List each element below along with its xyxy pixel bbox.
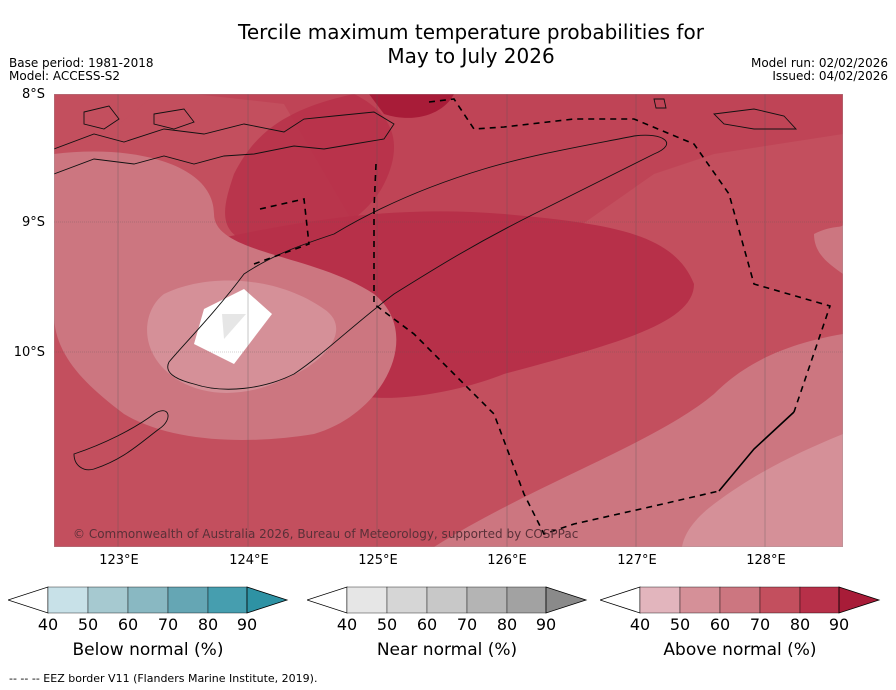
- colorbar-above-normal: [600, 586, 881, 614]
- lon-label-128e: 128°E: [746, 553, 786, 568]
- colorbar-swatch: [426, 586, 468, 614]
- colorbar-swatch: [87, 586, 129, 614]
- eez-legend-footer: -- -- -- EEZ border V11 (Flanders Marine…: [9, 672, 318, 685]
- tick-label: 60: [416, 615, 438, 634]
- model-run-text: Model run: 02/02/2026: [750, 56, 888, 70]
- lon-label-127e: 127°E: [617, 553, 657, 568]
- colorbar-below-max-arrow: [246, 586, 289, 614]
- contour-east-edge: [814, 224, 843, 274]
- colorbar-above-min-arrow: [600, 586, 641, 614]
- colorbar-swatch: [127, 586, 169, 614]
- contour-80-north: [225, 94, 394, 246]
- colorbar-near-normal: [307, 586, 588, 614]
- lon-label-124e: 124°E: [229, 553, 269, 568]
- tick-label: 60: [117, 615, 139, 634]
- eez-north-east: [428, 98, 832, 413]
- tick-label: 90: [828, 615, 850, 634]
- contour-90-north: [369, 94, 454, 118]
- colorbar-swatch: [47, 586, 89, 614]
- colorbar-swatch: [386, 586, 428, 614]
- tick-label: 40: [37, 615, 59, 634]
- colorbar-swatch: [466, 586, 508, 614]
- colorbar-swatch: [639, 586, 681, 614]
- tick-label: 60: [709, 615, 731, 634]
- colorbar-near-swatches: [346, 586, 547, 614]
- colorbar-swatch: [167, 586, 209, 614]
- colorbar-swatch: [799, 586, 840, 614]
- island-outline-2: [153, 108, 195, 130]
- contour-50-southeast: [682, 434, 843, 547]
- issued-text: Issued: 04/02/2026: [772, 69, 888, 83]
- colorbar-above-max-arrow: [838, 586, 881, 614]
- colorbar-swatch: [679, 586, 721, 614]
- graticule: [54, 94, 843, 547]
- tick-label: 80: [496, 615, 518, 634]
- tick-label: 50: [376, 615, 398, 634]
- babar-islands-coast: [713, 108, 798, 130]
- colorbar-swatch: [207, 586, 248, 614]
- flores-alor-coast: [54, 111, 395, 175]
- tick-label: 70: [157, 615, 179, 634]
- lat-label-8s: 8°S: [21, 87, 45, 102]
- tick-label: 40: [629, 615, 651, 634]
- contour-northwest: [54, 94, 154, 144]
- tick-label: 80: [789, 615, 811, 634]
- map-title: Tercile maximum temperature probabilitie…: [0, 20, 896, 68]
- lon-label-125e: 125°E: [358, 553, 398, 568]
- lat-label-9s: 9°S: [21, 215, 45, 230]
- lon-label-126e: 126°E: [487, 553, 527, 568]
- lat-label-10s: 10°S: [13, 345, 45, 360]
- colorbar-swatch: [346, 586, 388, 614]
- colorbar-near-min-arrow: [307, 586, 348, 614]
- island-outline-3: [653, 98, 667, 109]
- tick-label: 70: [749, 615, 771, 634]
- model-text: Model: ACCESS-S2: [9, 69, 121, 83]
- meta-right: Model run: 02/02/2026 Issued: 04/02/2026: [751, 57, 888, 83]
- title-line-1: Tercile maximum temperature probabilitie…: [238, 20, 704, 44]
- above-normal-label: Above normal (%): [663, 640, 817, 660]
- colorbar-near-max-arrow: [545, 586, 588, 614]
- coastlines: [54, 98, 798, 471]
- colorbar-swatch: [506, 586, 547, 614]
- tick-label: 90: [236, 615, 258, 634]
- probability-map[interactable]: [54, 94, 843, 547]
- colorbar-swatch: [759, 586, 801, 614]
- near-normal-label: Near normal (%): [376, 640, 518, 660]
- eez-oecusse: [253, 198, 310, 265]
- lon-label-123e: 123°E: [99, 553, 139, 568]
- tick-label: 50: [77, 615, 99, 634]
- eez-solid-segment: [718, 411, 795, 492]
- meta-left: Base period: 1981-2018 Model: ACCESS-S2: [9, 57, 154, 83]
- island-outline-1: [83, 105, 120, 130]
- tick-label: 50: [669, 615, 691, 634]
- copyright-text: © Commonwealth of Australia 2026, Bureau…: [73, 527, 579, 541]
- colorbar-below-min-arrow: [8, 586, 49, 614]
- tick-label: 90: [535, 615, 557, 634]
- tick-label: 80: [197, 615, 219, 634]
- tick-label: 70: [456, 615, 478, 634]
- colorbar-swatch: [719, 586, 761, 614]
- timor-coast: [167, 134, 668, 390]
- eez-border: [253, 98, 832, 535]
- colorbar-above-swatches: [639, 586, 840, 614]
- below-normal-label: Below normal (%): [72, 640, 224, 660]
- colorbar-below-swatches: [47, 586, 248, 614]
- near-normal-patch: [222, 314, 246, 339]
- tick-label: 40: [336, 615, 358, 634]
- base-period-text: Base period: 1981-2018: [9, 56, 154, 70]
- colorbar-below-normal: [8, 586, 289, 614]
- title-line-2: May to July 2026: [387, 44, 555, 68]
- rote-coast: [73, 410, 169, 471]
